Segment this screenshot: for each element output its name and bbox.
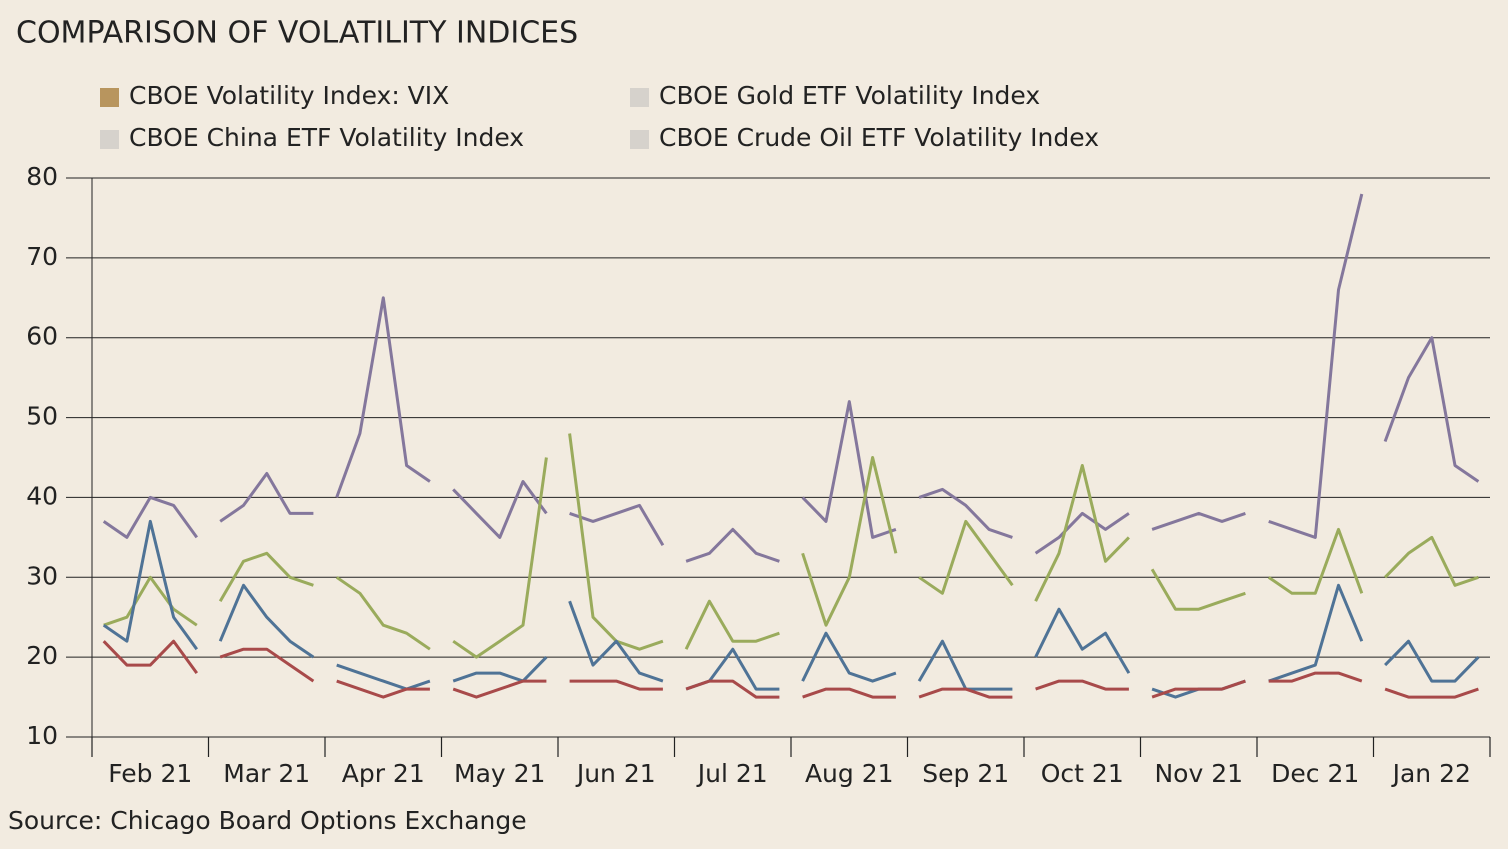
legend-label: CBOE China ETF Volatility Index xyxy=(129,123,524,152)
y-tick-label: 40 xyxy=(26,481,58,510)
x-tick-label: Jun 21 xyxy=(575,759,656,788)
x-tick-label: Apr 21 xyxy=(342,759,425,788)
series-line xyxy=(102,193,1480,563)
x-tick-label: Jan 22 xyxy=(1391,759,1471,788)
chart-title: COMPARISON OF VOLATILITY INDICES xyxy=(16,16,578,51)
legend-swatch xyxy=(100,88,119,107)
x-tick-label: Dec 21 xyxy=(1271,759,1359,788)
y-tick-label: 80 xyxy=(26,162,58,191)
legend-swatch xyxy=(630,88,649,107)
legend-label: CBOE Gold ETF Volatility Index xyxy=(659,81,1040,110)
y-tick-label: 30 xyxy=(26,561,58,590)
y-tick-label: 70 xyxy=(26,242,58,271)
x-tick-label: Jul 21 xyxy=(696,759,768,788)
x-tick-label: Feb 21 xyxy=(108,759,192,788)
legend-label: CBOE Crude Oil ETF Volatility Index xyxy=(659,123,1099,152)
x-tick-label: Aug 21 xyxy=(805,759,894,788)
source: Source: Chicago Board Options Exchange xyxy=(8,806,527,835)
x-tick-label: Sep 21 xyxy=(922,759,1009,788)
y-tick-label: 60 xyxy=(26,322,58,351)
legend-swatch xyxy=(630,130,649,149)
y-tick-label: 10 xyxy=(26,721,58,750)
series-line xyxy=(102,639,1479,699)
legend-swatch xyxy=(100,130,119,149)
legend-label: CBOE Volatility Index: VIX xyxy=(129,81,449,110)
x-tick-label: May 21 xyxy=(454,759,545,788)
x-tick-label: Nov 21 xyxy=(1154,759,1243,788)
x-tick-label: Mar 21 xyxy=(223,759,310,788)
y-tick-label: 50 xyxy=(26,402,58,431)
y-tick-label: 20 xyxy=(26,641,58,670)
x-tick-label: Oct 21 xyxy=(1041,759,1124,788)
